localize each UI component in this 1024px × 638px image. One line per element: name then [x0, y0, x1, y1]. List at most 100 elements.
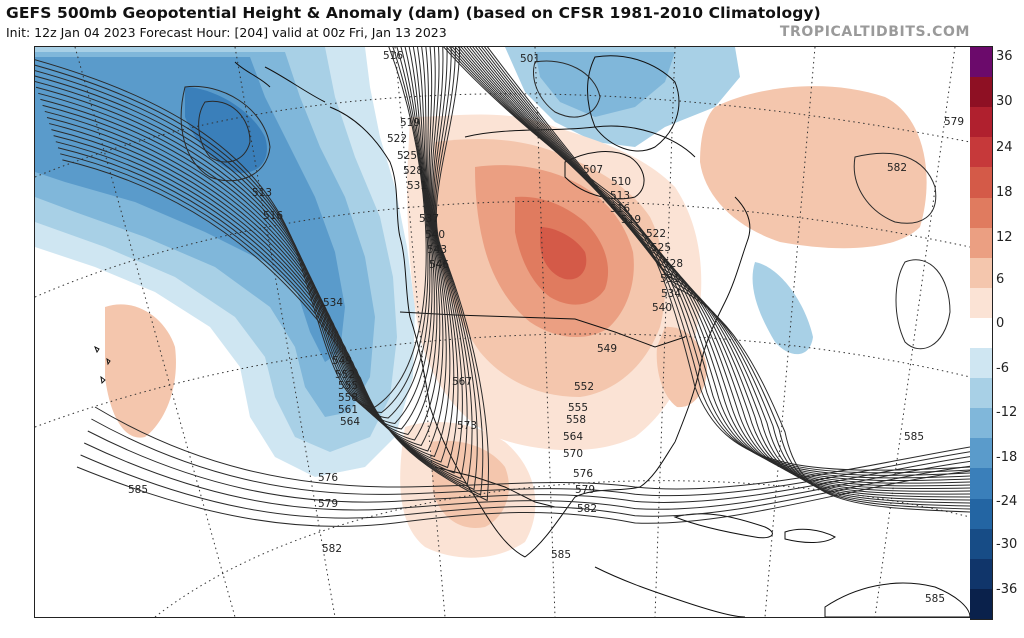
contour-label: 519 — [621, 214, 641, 226]
contour-label: 522 — [646, 228, 666, 240]
coastline-greenland — [587, 55, 680, 152]
colorbar-segment — [970, 408, 992, 439]
height-contour — [51, 47, 463, 474]
colorbar-tick-label: -24 — [996, 494, 1018, 509]
contour-label: 543 — [427, 244, 447, 256]
colorbar-segment — [970, 348, 992, 379]
colorbar-segment — [970, 137, 992, 168]
colorbar-tick-label: 30 — [996, 94, 1013, 109]
negative-anomaly-atlantic — [752, 262, 813, 355]
site-credit[interactable]: TROPICALTIDBITS.COM — [779, 24, 970, 40]
colorbar-segment — [970, 378, 992, 409]
contour-label: 582 — [577, 503, 597, 515]
longitude-line-4 — [534, 47, 556, 617]
colorbar-tick-label: -30 — [996, 537, 1018, 552]
colorbar-tick-label: 18 — [996, 185, 1013, 200]
contour-label: 528 — [663, 258, 683, 270]
contour-label: 516 — [383, 50, 403, 62]
contour-label: 522 — [387, 133, 407, 145]
colorbar-segment — [970, 77, 992, 108]
height-contour — [91, 418, 970, 497]
colorbar-tick-label: -18 — [996, 450, 1018, 465]
height-contour — [62, 47, 489, 502]
colorbar-segment — [970, 317, 992, 349]
height-contour — [454, 47, 970, 482]
height-contour — [57, 47, 478, 491]
contour-label: 564 — [340, 416, 360, 428]
contour-label: 528 — [403, 165, 423, 177]
contour-label: 516 — [263, 210, 283, 222]
height-contour — [483, 47, 970, 510]
height-contour — [53, 47, 468, 480]
height-contours — [35, 47, 970, 527]
colorbar-tick-label: 24 — [996, 140, 1013, 155]
colorbar-segment — [970, 197, 992, 229]
contour-label: 585 — [128, 484, 148, 496]
longitude-line-6 — [764, 47, 816, 617]
height-contour — [80, 454, 970, 519]
contour-label: 555 — [338, 380, 358, 392]
contour-label: 507 — [583, 164, 603, 176]
height-contour — [469, 47, 970, 495]
height-contour — [94, 406, 970, 490]
contour-label: 582 — [887, 162, 907, 174]
longitude-line-2 — [234, 47, 336, 617]
contour-label: 564 — [563, 431, 583, 443]
positive-anomaly-east-pacific — [105, 304, 176, 438]
colorbar-segment — [970, 468, 992, 500]
us-canada-border — [399, 311, 686, 348]
height-contour — [46, 47, 455, 463]
height-contour — [472, 47, 970, 498]
contour-label: 582 — [322, 543, 342, 555]
contour-label: 579 — [575, 484, 595, 496]
contour-label: 549 — [597, 343, 617, 355]
contour-label: 573 — [457, 420, 477, 432]
contour-label: 540 — [652, 302, 672, 314]
map-panel[interactable]: 516 501 519 522 525 528 531 537 540 543 546 513 516 5… — [34, 46, 971, 618]
contour-label: 540 — [425, 229, 445, 241]
contour-label: 546 — [429, 259, 449, 271]
colorbar-segment — [970, 167, 992, 198]
latitude-line-2 — [35, 200, 970, 298]
colorbar-segment — [970, 558, 992, 590]
south-america-coast — [824, 582, 970, 617]
height-contour — [478, 47, 970, 504]
contour-label: 555 — [568, 402, 588, 414]
contour-labels: 516 5015195225255285315375405435465135165… — [128, 50, 964, 605]
contour-label: 510 — [611, 176, 631, 188]
positive-anomaly-southwest-mid — [430, 440, 509, 528]
longitude-line-5 — [654, 47, 676, 617]
hawaii-islands — [94, 345, 111, 385]
colorbar-tick-label: 36 — [996, 49, 1013, 64]
colorbar-tick-label: -36 — [996, 582, 1018, 597]
height-contour — [76, 466, 970, 527]
colorbar-tick-label: 0 — [996, 316, 1005, 331]
map-subtitle: Init: 12z Jan 04 2023 Forecast Hour: [20… — [6, 25, 447, 40]
coastline-hudson — [564, 151, 645, 200]
colorbar-segment — [970, 257, 992, 289]
height-contour — [451, 47, 970, 479]
height-contour — [533, 60, 601, 118]
negative-anomaly-arctic-core — [535, 52, 675, 117]
height-contour — [486, 47, 970, 513]
height-contour — [55, 47, 473, 485]
colorbar-tick-label: -6 — [996, 361, 1009, 376]
contour-label: 576 — [573, 468, 593, 480]
colorbar-segment — [970, 287, 992, 319]
contour-label: 585 — [551, 549, 571, 561]
height-contour — [60, 47, 484, 496]
height-contour — [853, 152, 937, 224]
contour-label: 519 — [400, 117, 420, 129]
colorbar-segment — [970, 498, 992, 530]
contour-label: 552 — [335, 369, 355, 381]
contour-label: 513 — [252, 187, 272, 199]
longitude-line-3 — [394, 47, 446, 617]
height-contour — [38, 47, 441, 441]
contour-label: 570 — [563, 448, 583, 460]
coastline-east — [674, 196, 751, 443]
contour-label: 585 — [925, 593, 945, 605]
contour-label: 534 — [323, 297, 343, 309]
contour-label: 525 — [651, 242, 671, 254]
contour-label: 534 — [661, 288, 681, 300]
contour-label: 531 — [407, 180, 427, 192]
